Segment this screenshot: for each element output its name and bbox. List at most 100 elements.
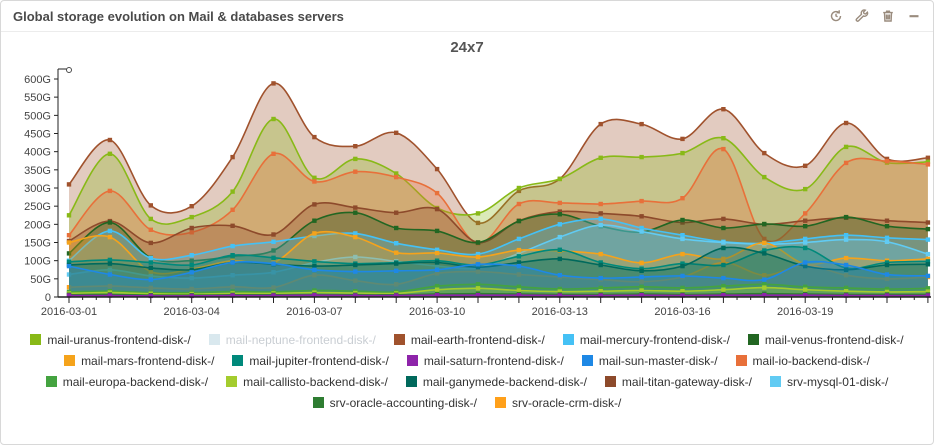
collapse-button[interactable] (907, 9, 921, 23)
legend-swatch (604, 376, 616, 387)
data-point-marker (516, 236, 522, 242)
data-point-marker (925, 237, 931, 242)
data-point-marker (925, 289, 931, 294)
data-point-marker (312, 202, 317, 207)
legend-item[interactable]: mail-venus-frontend-disk-/ (747, 333, 904, 347)
data-point-marker (66, 259, 72, 264)
data-point-marker (557, 209, 562, 214)
data-point-marker (475, 220, 481, 226)
data-point-marker (680, 285, 685, 291)
data-point-marker (475, 254, 481, 260)
legend-item[interactable]: mail-uranus-frontend-disk-/ (30, 333, 191, 347)
data-point-marker (148, 255, 153, 261)
data-point-marker (843, 120, 849, 126)
y-axis-tick-label: 50G (30, 274, 51, 286)
data-point-marker (475, 282, 481, 287)
legend-swatch (226, 376, 238, 387)
data-point-marker (598, 251, 603, 257)
legend-swatch (45, 376, 57, 387)
legend-item[interactable]: mail-neptune-frontend-disk-/ (208, 333, 376, 347)
data-point-marker (680, 220, 685, 225)
data-point-marker (925, 259, 931, 264)
series-line (68, 218, 928, 262)
series-area (69, 148, 928, 297)
data-point-marker (434, 206, 440, 212)
legend-item[interactable]: mail-ganymede-backend-disk-/ (405, 375, 587, 389)
data-point-marker (394, 282, 399, 287)
series-line (68, 245, 928, 270)
data-point-marker (516, 185, 522, 191)
data-point-marker (680, 293, 685, 298)
data-point-marker (107, 234, 113, 240)
data-point-marker (680, 289, 685, 294)
data-point-marker (189, 230, 194, 235)
legend-item[interactable]: mail-earth-frontend-disk-/ (393, 333, 545, 347)
data-point-marker (516, 272, 522, 277)
legend-swatch (64, 355, 76, 366)
data-point-marker (394, 225, 399, 231)
legend-item[interactable]: mail-sun-master-disk-/ (581, 354, 718, 368)
legend-item[interactable]: mail-europa-backend-disk-/ (45, 375, 208, 389)
data-point-marker (721, 293, 726, 298)
legend-label: srv-oracle-crm-disk-/ (512, 395, 622, 410)
legend-label: mail-titan-gateway-disk-/ (621, 374, 752, 389)
y-axis-tick-label: 550G (24, 92, 51, 104)
legend-item[interactable]: mail-jupiter-frontend-disk-/ (232, 354, 389, 368)
configure-button[interactable] (855, 9, 869, 23)
legend-item[interactable]: mail-titan-gateway-disk-/ (604, 374, 752, 389)
data-point-marker (925, 159, 931, 164)
data-point-marker (516, 251, 522, 256)
data-point-marker (516, 201, 522, 207)
legend-item[interactable]: srv-oracle-crm-disk-/ (495, 396, 621, 410)
legend-label: mail-callisto-backend-disk-/ (243, 374, 388, 389)
data-point-marker (353, 169, 358, 174)
delete-button[interactable] (881, 9, 895, 23)
legend-item[interactable]: mail-mercury-frontend-disk-/ (562, 333, 730, 347)
data-point-marker (434, 293, 440, 298)
legend-item[interactable]: mail-io-backend-disk-/ (735, 354, 870, 368)
data-point-marker (271, 239, 276, 244)
legend-item[interactable]: srv-mysql-01-disk-/ (769, 375, 888, 389)
y-axis-tick-label: 100G (24, 256, 51, 268)
x-axis-tick-label: 2016-03-10 (409, 306, 465, 318)
data-point-marker (680, 273, 685, 279)
data-point-marker (312, 273, 317, 278)
data-point-marker (516, 288, 522, 293)
data-point-marker (721, 256, 726, 262)
data-point-marker (762, 273, 767, 278)
data-point-marker (394, 174, 399, 180)
widget-title: Global storage evolution on Mail & datab… (13, 8, 344, 24)
data-point-marker (843, 273, 849, 278)
legend-item[interactable]: mail-callisto-backend-disk-/ (226, 375, 388, 389)
data-point-marker (639, 284, 644, 289)
data-point-marker (803, 284, 808, 289)
data-point-marker (189, 258, 194, 263)
chart-canvas[interactable]: 0 50G 100G 150G 200G 250G 300G 350G 400G 450G 500G… (1, 57, 934, 321)
x-axis-tick-label: 2016-03-04 (164, 306, 220, 318)
data-point-marker (107, 188, 113, 194)
data-point-marker (639, 274, 644, 280)
data-point-marker (189, 253, 194, 258)
legend-item[interactable]: mail-mars-frontend-disk-/ (64, 354, 214, 368)
refresh-button[interactable] (829, 9, 843, 23)
legend-item[interactable]: mail-saturn-frontend-disk-/ (406, 354, 564, 368)
data-point-marker (680, 236, 685, 242)
data-point-marker (925, 293, 931, 298)
data-point-marker (353, 231, 358, 236)
legend-item[interactable]: srv-oracle-accounting-disk-/ (312, 396, 477, 410)
data-point-marker (189, 275, 194, 281)
legend-row: mail-mars-frontend-disk-/ mail-jupiter-fr… (1, 350, 933, 371)
data-point-marker (107, 228, 113, 234)
data-point-marker (884, 239, 890, 244)
data-point-marker (925, 251, 931, 257)
data-point-marker (884, 262, 890, 268)
series-line (68, 230, 928, 275)
data-point-marker (394, 171, 399, 176)
data-point-marker (884, 235, 890, 240)
data-point-marker (475, 262, 481, 267)
data-point-marker (312, 134, 317, 140)
data-point-marker (189, 225, 194, 231)
data-point-marker (107, 293, 113, 298)
data-point-marker (598, 285, 603, 291)
data-point-marker (598, 121, 603, 127)
